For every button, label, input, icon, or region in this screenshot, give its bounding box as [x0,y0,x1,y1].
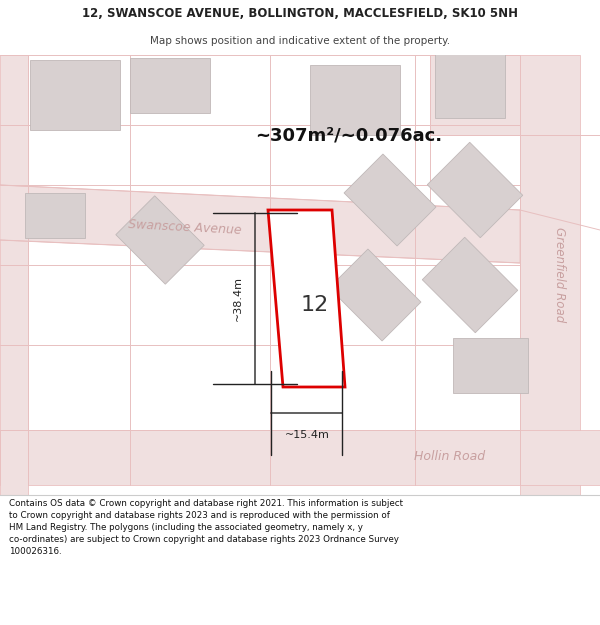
Text: ~307m²/~0.076ac.: ~307m²/~0.076ac. [255,126,442,144]
Text: ~38.4m: ~38.4m [233,276,243,321]
Polygon shape [130,58,210,112]
Polygon shape [344,154,436,246]
Text: Greenfield Road: Greenfield Road [554,228,566,322]
Polygon shape [422,238,518,332]
Text: Swanscoe Avenue: Swanscoe Avenue [128,217,242,236]
Polygon shape [520,55,580,495]
Polygon shape [0,185,520,263]
Text: Map shows position and indicative extent of the property.: Map shows position and indicative extent… [150,36,450,46]
Polygon shape [452,338,527,392]
Polygon shape [25,192,85,238]
Text: ~15.4m: ~15.4m [284,430,329,440]
Polygon shape [30,60,120,130]
Polygon shape [0,55,28,495]
Polygon shape [435,52,505,118]
Text: 12: 12 [301,295,329,315]
Polygon shape [329,249,421,341]
Polygon shape [0,430,600,485]
Polygon shape [310,65,400,135]
Polygon shape [427,142,523,238]
Polygon shape [116,196,204,284]
Text: Contains OS data © Crown copyright and database right 2021. This information is : Contains OS data © Crown copyright and d… [9,499,403,556]
Polygon shape [285,305,325,335]
Polygon shape [430,55,520,135]
Text: Hollin Road: Hollin Road [415,451,485,464]
Polygon shape [268,210,345,387]
Text: 12, SWANSCOE AVENUE, BOLLINGTON, MACCLESFIELD, SK10 5NH: 12, SWANSCOE AVENUE, BOLLINGTON, MACCLES… [82,8,518,20]
